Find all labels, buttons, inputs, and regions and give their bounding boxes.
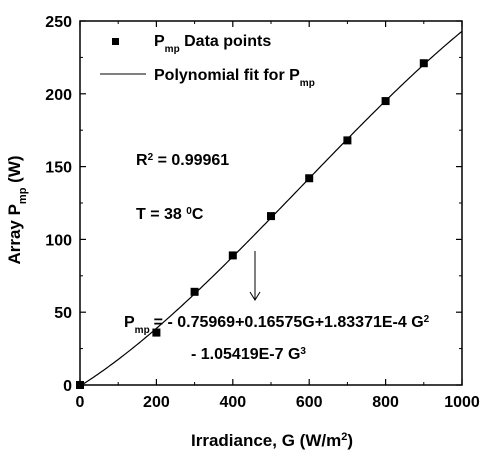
data-point-marker <box>343 136 352 145</box>
x-tick-label: 600 <box>296 394 323 411</box>
data-point-marker <box>190 287 199 296</box>
x-tick-label: 1000 <box>444 394 480 411</box>
data-point-marker <box>152 328 161 337</box>
x-tick-label: 0 <box>76 394 85 411</box>
data-point-marker <box>228 251 237 260</box>
axes-layer: 0 200 400 600 800 1000 0 50 100 150 200 250 <box>45 14 480 411</box>
x-tick-label: 400 <box>219 394 246 411</box>
legend-item-data-points: Pmp Data points <box>154 33 271 55</box>
data-point-marker <box>305 174 314 183</box>
y-tick-label: 0 <box>63 378 72 395</box>
x-tick-label: 200 <box>143 394 170 411</box>
x-axis-title: Irradiance, G (W/m2) <box>191 431 353 450</box>
y-tick-label: 200 <box>45 87 72 104</box>
legend: Pmp Data points Polynomial fit for Pmp <box>100 33 315 89</box>
data-point-marker <box>419 59 428 68</box>
annotation-arrow <box>249 251 261 301</box>
y-tick-label: 100 <box>45 232 72 249</box>
y-tick-label: 150 <box>45 160 72 177</box>
labels-layer: Irradiance, G (W/m2) Array Pmp (W) Pmp D… <box>5 33 430 450</box>
annotation-arrow-head <box>249 291 261 301</box>
annotation-equation-line-1: Pmp = - 0.75969+0.16575G+1.83371E-4 G2 <box>124 314 430 336</box>
annotation-equation-line-2: - 1.05419E-7 G3 <box>191 346 306 364</box>
y-tick-label: 250 <box>45 14 72 31</box>
legend-marker-square <box>112 38 119 45</box>
data-point-marker <box>267 212 275 221</box>
y-axis-title: Array Pmp (W) <box>5 155 29 264</box>
annotation-temperature: T = 38 0C <box>136 206 204 224</box>
y-tick-label: 50 <box>54 305 72 322</box>
data-point-marker <box>381 97 390 106</box>
legend-item-polynomial-fit: Polynomial fit for Pmp <box>154 67 315 89</box>
annotation-r2: R2 = 0.99961 <box>136 152 229 170</box>
x-tick-label: 800 <box>372 394 399 411</box>
